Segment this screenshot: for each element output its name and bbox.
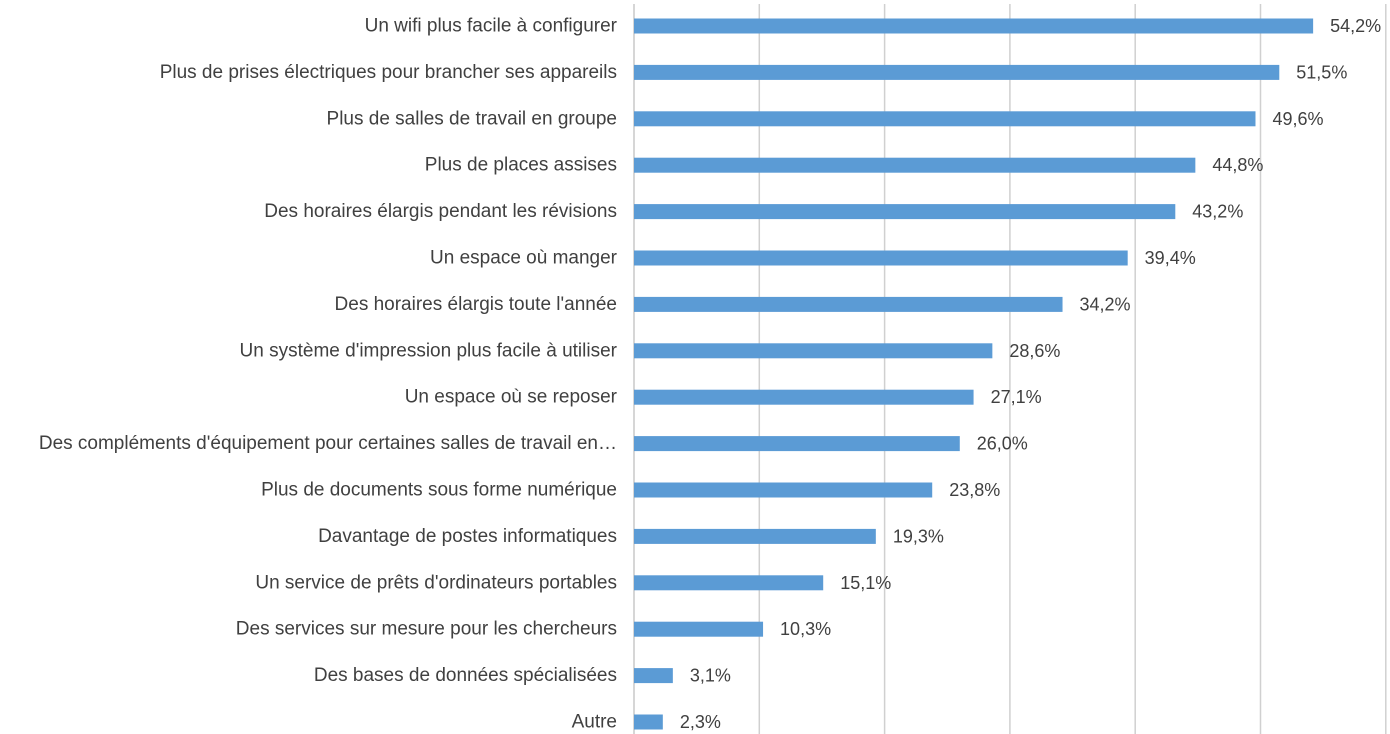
data-label: 26,0% [977, 434, 1028, 454]
data-label: 10,3% [780, 619, 831, 639]
category-label: Un service de prêts d'ordinateurs portab… [255, 572, 617, 593]
data-label: 2,3% [680, 712, 721, 732]
category-label: Autre [572, 712, 617, 733]
bar [634, 250, 1128, 266]
bar [634, 204, 1176, 220]
data-label: 51,5% [1296, 62, 1347, 82]
data-label: 44,8% [1212, 155, 1263, 175]
data-label: 49,6% [1272, 109, 1323, 129]
data-label: 54,2% [1330, 16, 1381, 36]
category-label: Des bases de données spécialisées [314, 665, 617, 686]
data-label: 15,1% [840, 573, 891, 593]
data-label: 28,6% [1009, 341, 1060, 361]
bars [634, 18, 1314, 730]
value-labels: 54,2% 51,5% 49,6% 44,8% 43,2% 39,4% 34,2% 28,6%… [680, 16, 1381, 732]
bar [634, 296, 1063, 312]
category-label: Davantage de postes informatiques [318, 526, 617, 547]
bar [634, 621, 764, 637]
category-label: Des compléments d'équipement pour certai… [39, 433, 617, 454]
bar [634, 157, 1196, 173]
bar [634, 482, 933, 498]
category-label: Un espace où se reposer [405, 387, 618, 408]
bar [634, 714, 663, 730]
bar [634, 575, 824, 591]
bar [634, 343, 993, 359]
category-label: Plus de documents sous forme numérique [261, 480, 617, 501]
data-label: 19,3% [893, 526, 944, 546]
bar [634, 64, 1280, 80]
bar [634, 528, 876, 544]
category-label: Un système d'impression plus facile à ut… [240, 340, 618, 361]
category-label: Plus de prises électriques pour brancher… [160, 62, 617, 83]
bar [634, 111, 1256, 127]
data-label: 23,8% [949, 480, 1000, 500]
data-label: 39,4% [1145, 248, 1196, 268]
category-labels: Un wifi plus facile à configurer Plus de … [39, 16, 618, 733]
category-label: Plus de salles de travail en groupe [327, 108, 617, 129]
category-label: Plus de places assises [425, 155, 617, 176]
category-label: Des services sur mesure pour les cherche… [236, 619, 617, 640]
bar [634, 436, 960, 452]
category-label: Un espace où manger [430, 248, 618, 269]
bar [634, 389, 974, 405]
bar [634, 668, 673, 684]
data-label: 3,1% [690, 666, 731, 686]
bar [634, 18, 1314, 34]
category-label: Des horaires élargis toute l'année [335, 294, 617, 315]
category-label: Un wifi plus facile à configurer [365, 16, 618, 37]
data-label: 43,2% [1192, 202, 1243, 222]
category-label: Des horaires élargis pendant les révisio… [264, 201, 617, 222]
data-label: 34,2% [1080, 294, 1131, 314]
data-label: 27,1% [991, 387, 1042, 407]
